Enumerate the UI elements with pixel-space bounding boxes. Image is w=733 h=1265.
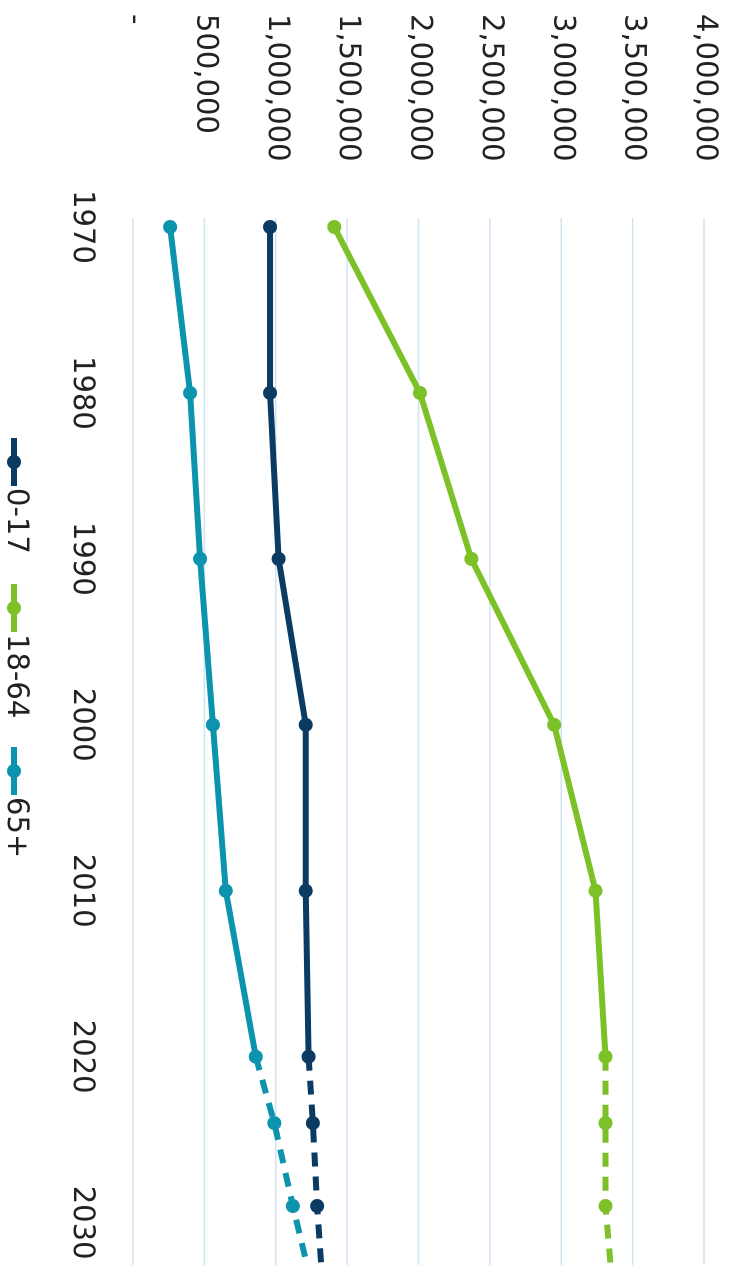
- y-tick-label: 3,000,000: [547, 14, 581, 162]
- series-lines: [163, 220, 614, 1265]
- legend-label: 0-17: [1, 488, 35, 554]
- y-tick-label: 2,500,000: [476, 14, 510, 162]
- x-tick-label: 2000: [67, 688, 101, 762]
- x-tick-label: 2010: [67, 854, 101, 928]
- series-0-17: [263, 220, 325, 1265]
- series-line-projection: [602, 1056, 614, 1265]
- data-point: [263, 385, 278, 400]
- data-point: [412, 385, 427, 400]
- series-18-64: [327, 220, 614, 1265]
- legend-item-18-64: 18-64: [1, 584, 35, 718]
- data-point: [464, 551, 479, 566]
- y-tick-label: 1,000,000: [262, 14, 296, 162]
- legend: 0-17 18-64 65+: [1, 438, 35, 858]
- data-point: [163, 220, 178, 234]
- data-point: [248, 1049, 263, 1064]
- series-line-solid: [267, 224, 312, 1060]
- series-line-solid: [167, 224, 259, 1060]
- legend-label: 18-64: [1, 634, 35, 718]
- x-tick-label: 1970: [67, 190, 101, 264]
- data-point: [327, 220, 342, 234]
- data-point: [193, 551, 208, 566]
- legend-item-65+: 65+: [1, 747, 35, 858]
- x-tick-label: 2020: [67, 1020, 101, 1094]
- series-line-projection: [305, 1056, 325, 1265]
- data-point: [310, 1199, 325, 1214]
- data-point: [588, 883, 603, 898]
- data-point: [305, 1116, 320, 1131]
- x-axis-tick-labels: 1970 1980 1990 2000 2010 2020 2030: [67, 190, 101, 1259]
- y-axis-tick-labels: - 500,000 1,000,000 1,500,000 2,000,000 2,500…: [119, 14, 724, 162]
- y-tick-label: 1,500,000: [333, 14, 367, 162]
- data-point: [598, 1049, 613, 1064]
- gridlines: [132, 218, 705, 1265]
- x-tick-label: 2030: [67, 1186, 101, 1260]
- data-point: [267, 1116, 282, 1131]
- series-line-solid: [331, 224, 609, 1060]
- legend-swatch-marker: [7, 601, 21, 615]
- legend-item-0-17: 0-17: [1, 438, 35, 554]
- series-line-projection: [252, 1055, 311, 1265]
- legend-label: 65+: [1, 797, 35, 858]
- x-tick-label: 1990: [67, 522, 101, 596]
- data-point: [218, 883, 233, 898]
- data-point: [298, 717, 313, 732]
- y-tick-label: -: [119, 14, 153, 24]
- data-point: [183, 385, 198, 400]
- data-point: [263, 220, 278, 234]
- legend-swatch-marker: [7, 455, 21, 469]
- data-point: [598, 1116, 613, 1131]
- data-point: [271, 551, 286, 566]
- data-point: [301, 1049, 316, 1064]
- y-tick-label: 3,500,000: [619, 14, 653, 162]
- legend-swatch-marker: [7, 764, 21, 778]
- data-point: [598, 1199, 613, 1214]
- y-tick-label: 500,000: [190, 14, 224, 134]
- x-tick-label: 1980: [67, 356, 101, 430]
- data-point: [205, 717, 220, 732]
- data-point: [285, 1199, 300, 1214]
- series-65+: [163, 220, 311, 1265]
- data-point: [547, 717, 562, 732]
- y-tick-label: 4,000,000: [690, 14, 724, 162]
- data-point: [298, 883, 313, 898]
- y-tick-label: 2,000,000: [405, 14, 439, 162]
